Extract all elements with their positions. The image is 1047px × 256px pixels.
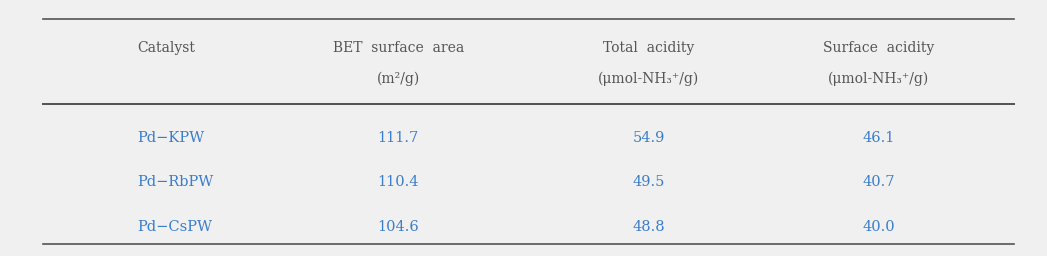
Text: 111.7: 111.7 bbox=[378, 131, 419, 145]
Text: 40.0: 40.0 bbox=[863, 220, 895, 234]
Text: Pd−KPW: Pd−KPW bbox=[137, 131, 204, 145]
Text: 110.4: 110.4 bbox=[377, 175, 419, 189]
Text: 46.1: 46.1 bbox=[863, 131, 895, 145]
Text: 54.9: 54.9 bbox=[632, 131, 665, 145]
Text: (μmol-NH₃⁺/g): (μmol-NH₃⁺/g) bbox=[828, 71, 929, 86]
Text: 49.5: 49.5 bbox=[632, 175, 665, 189]
Text: Pd−RbPW: Pd−RbPW bbox=[137, 175, 214, 189]
Text: Catalyst: Catalyst bbox=[137, 41, 195, 55]
Text: Surface  acidity: Surface acidity bbox=[823, 41, 934, 55]
Text: 40.7: 40.7 bbox=[863, 175, 895, 189]
Text: (μmol-NH₃⁺/g): (μmol-NH₃⁺/g) bbox=[598, 71, 699, 86]
Text: Pd−CsPW: Pd−CsPW bbox=[137, 220, 213, 234]
Text: Total  acidity: Total acidity bbox=[603, 41, 694, 55]
Text: 48.8: 48.8 bbox=[632, 220, 665, 234]
Text: 104.6: 104.6 bbox=[377, 220, 419, 234]
Text: BET  surface  area: BET surface area bbox=[333, 41, 464, 55]
Text: (m²/g): (m²/g) bbox=[377, 71, 420, 86]
